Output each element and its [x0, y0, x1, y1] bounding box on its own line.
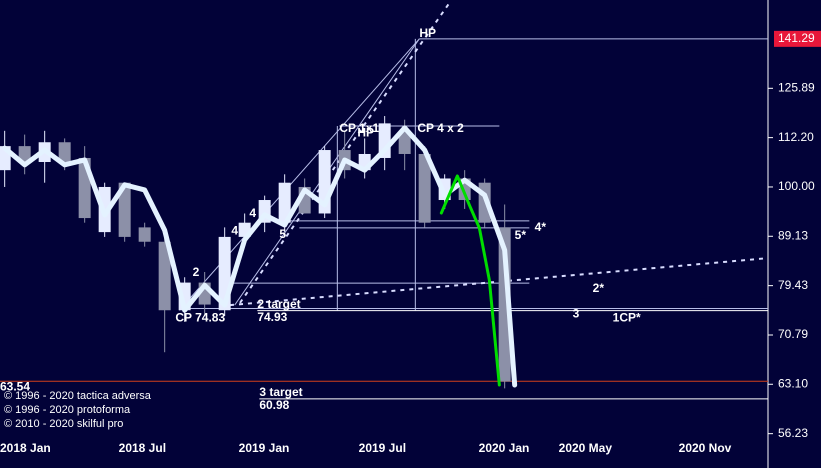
annotation: 3 [573, 306, 580, 320]
x-tick-label: 2020 May [559, 441, 613, 455]
x-tick-label: 2020 Jan [479, 441, 530, 455]
y-tick-label: 125.89 [778, 80, 815, 94]
y-tick-label: 100.00 [778, 179, 815, 193]
annotation: 4 [231, 223, 238, 237]
candle-body [18, 146, 31, 162]
annotation: CP 4 x 2 [417, 121, 464, 135]
candle-body [118, 182, 131, 237]
annotation: HP [357, 125, 374, 139]
x-tick-label: 2018 Jul [119, 441, 166, 455]
smooth-line [2, 125, 518, 388]
annotation: 1CP* [613, 310, 641, 324]
x-tick-label: 2019 Jan [239, 441, 290, 455]
y-tick-label: 89.13 [778, 228, 808, 242]
x-tick-label: 2019 Jul [359, 441, 406, 455]
annotation: 4* [535, 220, 547, 234]
y-tick-label: 79.43 [778, 278, 808, 292]
level-line [178, 38, 420, 311]
x-tick-label: 2020 Nov [679, 441, 732, 455]
candle-body [418, 153, 431, 223]
y-tick-label: 56.23 [778, 426, 808, 440]
candle-body [138, 227, 151, 242]
credit: © 1996 - 2020 tactica adversa [4, 390, 152, 402]
target-label: 3 target [259, 385, 302, 399]
x-tick-label: 2018 Jan [0, 441, 51, 455]
credit: © 2010 - 2020 skilful pro [4, 418, 123, 430]
target-value: 60.98 [259, 398, 289, 412]
credit: © 1996 - 2020 protoforma [4, 404, 131, 416]
annotation: 2 [193, 265, 200, 279]
annotation: CP 74.83 [175, 310, 225, 324]
candle-body [398, 130, 411, 154]
candle-body [158, 241, 171, 311]
candle-body [278, 182, 291, 223]
price-marker-label: 141.29 [778, 31, 815, 45]
annotation: 4 [249, 206, 256, 220]
annotation: HP [419, 26, 436, 40]
target-value: 74.93 [257, 310, 287, 324]
candle-body [0, 146, 11, 171]
candle-body [58, 142, 71, 162]
y-tick-label: 112.20 [778, 130, 814, 144]
y-tick-label: 70.79 [778, 327, 808, 341]
price-marker [774, 30, 821, 47]
last-price-label: 63.54 [0, 379, 30, 393]
annotation: 5 [279, 227, 286, 241]
y-tick-label: 63.10 [778, 376, 808, 390]
annotation: 5* [515, 228, 527, 242]
annotation: 2* [593, 281, 605, 295]
target-label: 2 target [257, 297, 300, 311]
forecast-line [439, 174, 501, 387]
annotation: CP 1x1 [339, 121, 379, 135]
